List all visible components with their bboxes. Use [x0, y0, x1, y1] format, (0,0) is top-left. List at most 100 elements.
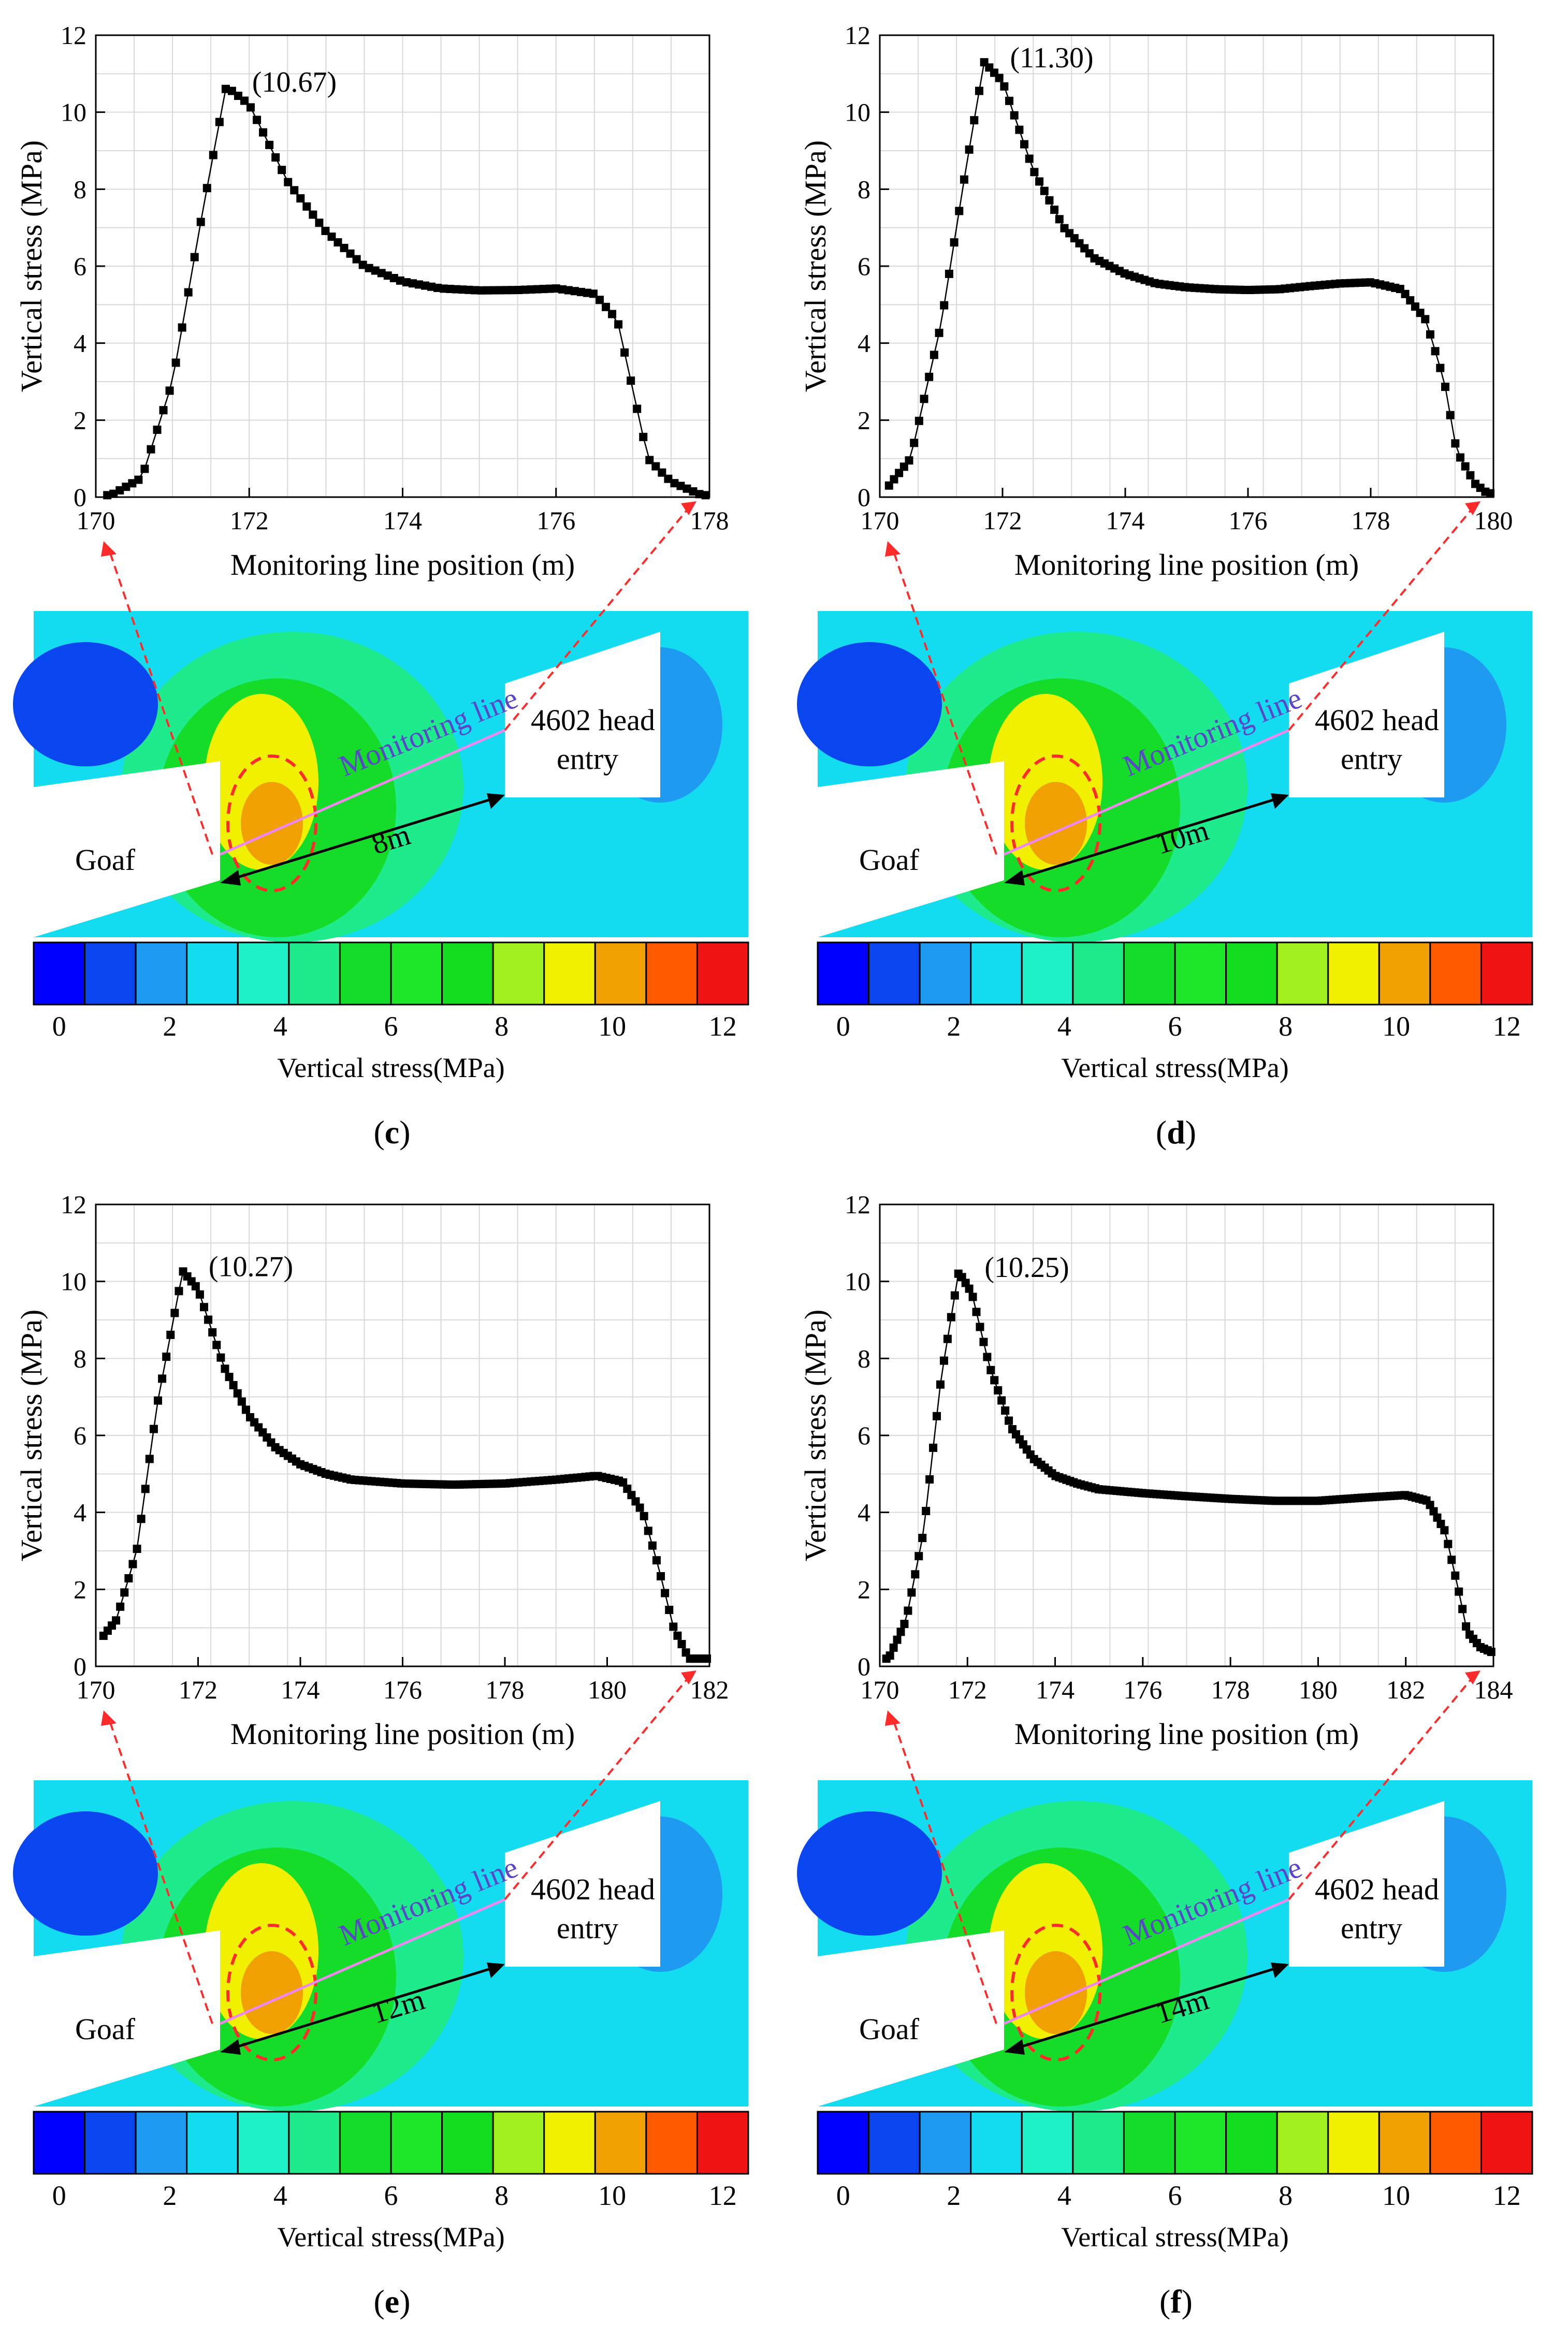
colorbar-segment [1225, 941, 1278, 1006]
series-line [888, 61, 1491, 494]
y-tick-label: 8 [858, 1344, 870, 1373]
caption-f: (f) [1159, 2283, 1193, 2320]
data-point [968, 1292, 977, 1301]
colorbar-tick-label: 4 [1057, 2180, 1071, 2211]
y-tick-label: 8 [858, 175, 870, 204]
x-axis-label: Monitoring line position (m) [1014, 1717, 1359, 1751]
x-tick-label: 184 [1474, 1675, 1513, 1704]
x-tick-label: 174 [1106, 506, 1145, 535]
guide-arrow-right [1288, 504, 1476, 731]
y-tick-label: 2 [858, 405, 870, 434]
y-tick-label: 0 [74, 1652, 86, 1681]
head-entry-roadway [1289, 632, 1444, 797]
colorbar-segment [696, 941, 749, 1006]
stress-plot-d: 170 172 174 176 178 180 0 2 4 6 8 10 12 Monitoring li… [798, 21, 1513, 582]
colorbar-segment [970, 2111, 1023, 2175]
data-point [639, 432, 648, 441]
colorbar-segment [1429, 2111, 1482, 2175]
data-point [1421, 315, 1430, 324]
colorbar-segment [919, 2111, 972, 2175]
y-tick-label: 6 [858, 252, 870, 281]
data-point [943, 1334, 952, 1343]
colorbar-tick-label: 6 [1168, 2180, 1182, 2211]
data-point [689, 487, 698, 496]
x-tick-label: 180 [1299, 1675, 1338, 1704]
data-point [227, 86, 236, 95]
data-point [533, 285, 542, 294]
peak-label: (10.27) [209, 1251, 293, 1283]
guide-arrow-right [1288, 1673, 1476, 1900]
data-point [1001, 1406, 1010, 1415]
data-point [904, 1606, 912, 1615]
data-point [947, 1313, 955, 1321]
data-point [315, 219, 324, 227]
guide-arrowhead-right [1465, 501, 1480, 515]
data-point [972, 1307, 981, 1316]
y-tick-label: 12 [845, 1190, 870, 1219]
colorbar-tick-label: 8 [495, 1011, 509, 1042]
data-point [221, 1364, 229, 1373]
caption-d: (d) [1155, 1114, 1197, 1151]
data-point [296, 194, 305, 203]
data-point [950, 1291, 959, 1300]
data-point [216, 1353, 225, 1362]
data-point [170, 1309, 179, 1317]
colorbar-segment [1072, 941, 1125, 1006]
data-point [623, 1485, 632, 1493]
panel-e: 170 172 174 176 178 180 182 0 2 4 6 8 10 12 Monitoring… [0, 1169, 784, 2338]
data-point [112, 1616, 121, 1625]
data-point [122, 483, 130, 491]
distance-arrowhead-right [487, 1963, 505, 1978]
colorbar-tick-label: 6 [384, 2180, 398, 2211]
data-point [995, 74, 1004, 82]
y-tick-label: 12 [61, 1190, 86, 1219]
panel-f: 170 172 174 176 178 180 182 184 0 2 4 6 8 10 12 Monitor… [784, 1169, 1568, 2338]
data-point [950, 238, 959, 247]
guide-arrowhead-left [101, 541, 117, 557]
data-point [911, 1570, 920, 1579]
data-point [619, 1478, 628, 1487]
y-tick-label: 12 [61, 21, 86, 50]
y-tick-label: 12 [845, 21, 870, 50]
data-point [658, 468, 666, 477]
figure-e: 170 172 174 176 178 180 182 0 2 4 6 8 10 12 Monitoring… [13, 1190, 749, 2253]
data-point [371, 266, 380, 275]
data-point [1406, 296, 1415, 304]
data-point [893, 1635, 902, 1644]
goaf-label: Goaf [75, 843, 136, 877]
peak-label: (10.25) [984, 1252, 1069, 1284]
data-point [651, 462, 660, 471]
colorbar-segment [1276, 2111, 1329, 2175]
data-point [1426, 1501, 1434, 1509]
data-point [278, 166, 286, 175]
y-tick-label: 10 [845, 98, 870, 127]
colorbar-segment [1327, 2111, 1380, 2175]
data-point [1050, 206, 1059, 214]
data-point [997, 1396, 1006, 1405]
goaf-area [818, 1930, 1004, 2106]
data-point [145, 1455, 154, 1463]
colorbar-segment [492, 2111, 545, 2175]
colorbar-segment [1072, 2111, 1125, 2175]
x-tick-label: 172 [983, 506, 1022, 535]
data-point [551, 284, 560, 293]
data-point [922, 1507, 931, 1516]
colorbar-segment [1327, 941, 1380, 1006]
colorbar-segment [1021, 941, 1074, 1006]
data-point [229, 1381, 238, 1389]
peak-label: (10.67) [252, 66, 337, 98]
stress-plot-f: 170 172 174 176 178 180 182 184 0 2 4 6 8 10 12 Monitor… [798, 1190, 1513, 1751]
data-point [701, 491, 710, 500]
colorbar-tick-label: 10 [598, 1011, 626, 1042]
colorbar-segment [84, 2111, 137, 2175]
data-point [265, 140, 274, 149]
monitoring-line [1004, 1898, 1289, 2025]
x-tick-label: 172 [179, 1675, 217, 1704]
data-point [241, 1405, 250, 1414]
colorbar-segment [1225, 2111, 1278, 2175]
colorbar-tick-label: 6 [384, 1011, 398, 1042]
data-point [975, 86, 983, 95]
guide-arrow-right [504, 1673, 692, 1900]
peak-zone-outline [226, 1924, 317, 2061]
data-point [1030, 168, 1039, 177]
